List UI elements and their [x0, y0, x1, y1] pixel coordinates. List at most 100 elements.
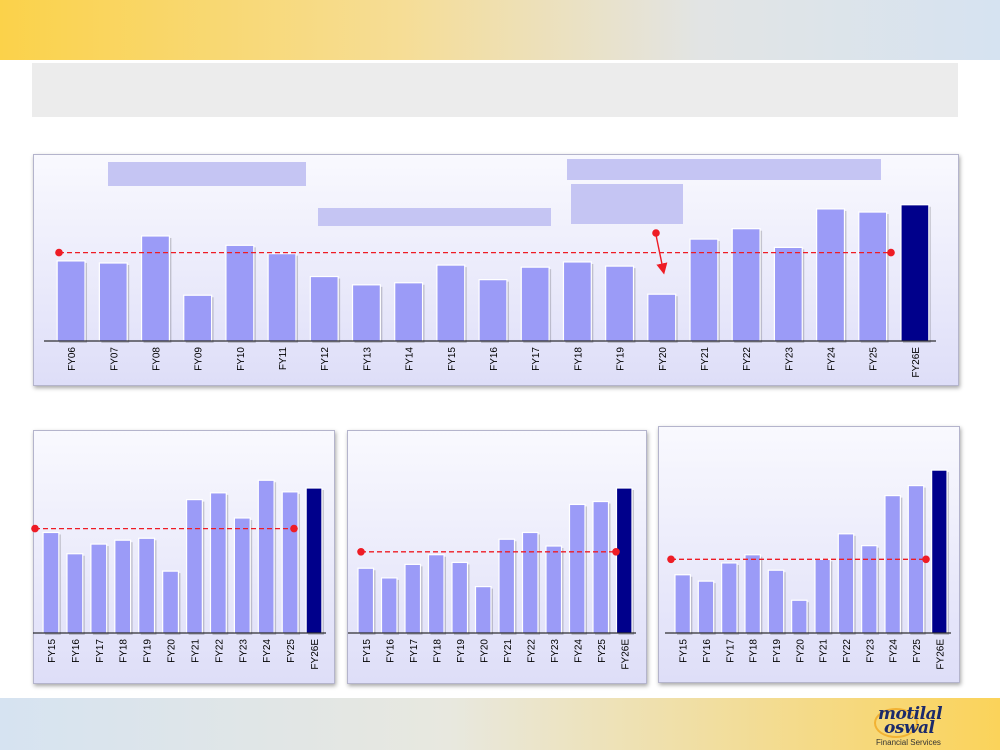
bar [162, 570, 180, 634]
bar [474, 586, 492, 634]
average-line-marker [922, 555, 930, 564]
bar [767, 569, 785, 634]
x-tick-label: FY24 [827, 347, 838, 371]
callout-box [108, 162, 306, 186]
x-tick-label: FY23 [238, 639, 249, 663]
x-tick-label: FY19 [772, 639, 783, 663]
bar [90, 543, 108, 634]
footer-band [0, 698, 1000, 750]
bar [520, 266, 550, 342]
x-tick-label: FY08 [151, 347, 162, 371]
average-line-marker [357, 548, 365, 556]
bar-chart-right: FY15 FY16 FY17 FY18 FY19 FY20 FY21 FY22 FY23 FY24… [665, 469, 951, 670]
bar [281, 491, 299, 634]
logo-text-line1: motilal [878, 704, 943, 724]
bar [185, 498, 203, 634]
x-tick-label: FY20 [479, 639, 490, 663]
x-tick-label: FY12 [320, 347, 331, 371]
bar [138, 537, 156, 634]
bar [545, 545, 563, 634]
bar-chart-left: FY15 FY16 FY17 FY18 FY19 FY20 FY21 FY22 FY23 FY24… [31, 479, 326, 670]
bar [380, 577, 398, 634]
chart-panel-right: FY15 FY16 FY17 FY18 FY19 FY20 FY21 FY22 FY23 FY24… [658, 426, 960, 683]
average-line-marker [290, 524, 298, 533]
bar [773, 246, 803, 342]
x-tick-label: FY17 [409, 639, 420, 663]
bar [478, 279, 508, 342]
bar [183, 294, 213, 342]
x-tick-label: FY21 [700, 347, 711, 371]
bar [521, 531, 539, 634]
x-tick-label: FY16 [489, 347, 500, 371]
x-tick-label: FY09 [194, 347, 205, 371]
bar [114, 539, 132, 634]
bar [884, 494, 901, 634]
x-tick-label: FY18 [119, 639, 130, 663]
x-tick-label: FY24 [262, 639, 273, 663]
bar [674, 574, 691, 634]
x-tick-label: FY22 [742, 347, 753, 371]
x-tick-label: FY20 [658, 347, 669, 371]
bar [140, 235, 170, 342]
x-tick-label: FY06 [67, 347, 78, 371]
x-tick-label: FY19 [143, 639, 154, 663]
x-tick-label: FY16 [385, 639, 396, 663]
bar [56, 260, 86, 342]
bar [257, 479, 275, 634]
x-tick-label: FY15 [362, 639, 373, 663]
x-tick-label: FY24 [573, 639, 584, 663]
x-tick-label: FY15 [447, 347, 458, 371]
bar [394, 282, 424, 342]
x-tick-label: FY21 [503, 639, 514, 663]
x-tick-label: FY21 [819, 639, 830, 663]
x-tick-label: FY17 [725, 639, 736, 663]
x-tick-label: FY17 [95, 639, 106, 663]
x-tick-label: FY26E [935, 639, 946, 670]
logo-text-line2: oswal [884, 718, 935, 738]
average-line-marker [55, 248, 63, 257]
x-tick-label: FY23 [865, 639, 876, 663]
bar [592, 500, 610, 634]
x-tick-label: FY15 [679, 639, 690, 663]
bar [744, 554, 761, 634]
x-tick-label: FY23 [784, 347, 795, 371]
x-tick-label: FY24 [889, 639, 900, 663]
company-logo: motilal oswal Financial Services [868, 704, 962, 748]
x-tick-label: FY13 [362, 347, 373, 371]
x-tick-label: FY26E [911, 347, 922, 378]
bar-highlight [615, 487, 633, 634]
bar [427, 554, 445, 634]
bar [816, 208, 846, 342]
bar [605, 265, 635, 342]
bar [568, 503, 586, 634]
callout-box [571, 184, 683, 224]
annotation-arrow [655, 234, 668, 275]
x-tick-label: FY26E [310, 639, 321, 670]
bar [647, 293, 677, 342]
x-tick-label: FY11 [278, 347, 289, 371]
bar [66, 553, 84, 634]
x-tick-label: FY25 [869, 347, 880, 371]
average-line-marker [887, 248, 895, 257]
bar [233, 517, 251, 634]
bar [436, 264, 466, 342]
bar [309, 275, 339, 342]
x-tick-label: FY16 [702, 639, 713, 663]
chart-panel-main: FY06 FY07 FY08 FY09 FY10 FY11 FY12 FY13 FY14 FY15… [33, 154, 959, 386]
bar [225, 244, 255, 342]
x-tick-label: FY20 [167, 639, 178, 663]
bar [689, 238, 719, 342]
x-tick-label: FY25 [912, 639, 923, 663]
callout-box [567, 159, 881, 180]
bar-highlight [305, 487, 323, 634]
bar [791, 599, 808, 634]
x-tick-label: FY21 [190, 639, 201, 663]
x-tick-label: FY26E [620, 639, 631, 670]
x-tick-label: FY23 [550, 639, 561, 663]
x-tick-label: FY18 [573, 347, 584, 371]
x-tick-label: FY10 [236, 347, 247, 371]
bar-highlight [900, 204, 930, 342]
bar [498, 538, 516, 634]
bar [98, 262, 128, 342]
x-tick-label: FY18 [749, 639, 760, 663]
